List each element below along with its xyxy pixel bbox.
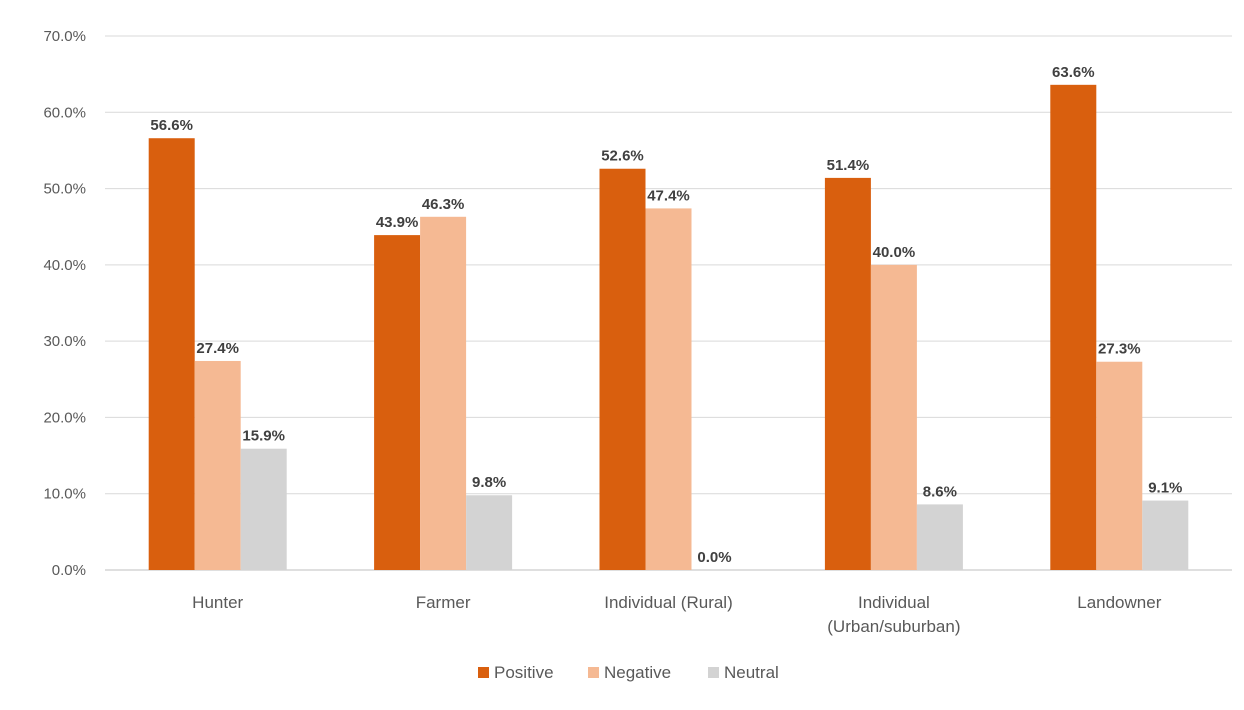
- data-label: 47.4%: [647, 187, 690, 204]
- y-tick-label: 30.0%: [43, 333, 86, 350]
- x-category-label: Landowner: [1077, 593, 1161, 612]
- data-label: 43.9%: [376, 214, 419, 231]
- data-label: 63.6%: [1052, 64, 1095, 81]
- x-category-label: Individual: [858, 593, 930, 612]
- data-label: 51.4%: [827, 157, 870, 174]
- bar-negative: [870, 264, 917, 570]
- bar-neutral: [240, 448, 287, 570]
- bars: [148, 84, 1189, 571]
- legend-swatch-negative: [588, 667, 599, 678]
- data-label: 8.6%: [923, 483, 957, 500]
- bar-neutral: [1142, 500, 1189, 570]
- data-label: 9.8%: [472, 474, 506, 491]
- bar-negative: [1096, 361, 1143, 570]
- legend-label-negative: Negative: [604, 663, 671, 682]
- data-label: 15.9%: [242, 428, 285, 445]
- data-label: 46.3%: [422, 196, 465, 213]
- data-labels: 56.6% 27.4% 15.9% 43.9%46.3% 9.8% 52.6% 47.4% 0…: [150, 64, 1182, 566]
- bar-positive: [1050, 84, 1097, 570]
- data-label: 9.1%: [1148, 480, 1182, 497]
- bar-neutral: [466, 495, 513, 570]
- bar-negative: [420, 216, 467, 570]
- data-label: 27.4%: [196, 340, 239, 357]
- y-tick-label: 50.0%: [43, 181, 86, 198]
- data-label: 0.0%: [697, 549, 731, 566]
- data-label: 40.0%: [873, 244, 916, 261]
- bar-neutral: [916, 504, 963, 570]
- y-tick-label: 70.0%: [43, 28, 86, 45]
- y-tick-label: 20.0%: [43, 409, 86, 426]
- x-axis-categories: Hunter Farmer Individual (Rural) Individual…: [192, 593, 1162, 636]
- y-tick-label: 40.0%: [43, 257, 86, 274]
- bar-negative: [645, 208, 692, 571]
- data-label: 52.6%: [601, 148, 644, 165]
- y-tick-label: 60.0%: [43, 104, 86, 121]
- y-axis-ticks: 0.0% 10.0% 20.0% 30.0% 40.0% 50.0% 60.0% 70.0%: [43, 28, 86, 579]
- x-category-label: Farmer: [416, 593, 471, 612]
- y-tick-label: 10.0%: [43, 486, 86, 503]
- x-category-label: Hunter: [192, 593, 243, 612]
- legend-swatch-positive: [478, 667, 489, 678]
- bar-positive: [148, 138, 195, 571]
- legend-label-positive: Positive: [494, 663, 554, 682]
- y-tick-label: 0.0%: [52, 562, 86, 579]
- x-category-label: Individual (Rural): [604, 593, 733, 612]
- data-label: 56.6%: [150, 117, 193, 134]
- bar-positive: [374, 235, 421, 570]
- bar-positive: [824, 177, 871, 571]
- legend: Positive Negative Neutral: [478, 663, 779, 682]
- legend-label-neutral: Neutral: [724, 663, 779, 682]
- legend-swatch-neutral: [708, 667, 719, 678]
- bar-negative: [194, 360, 241, 570]
- x-category-label: (Urban/suburban): [827, 617, 960, 636]
- bar-positive: [599, 168, 646, 571]
- data-label: 27.3%: [1098, 341, 1141, 358]
